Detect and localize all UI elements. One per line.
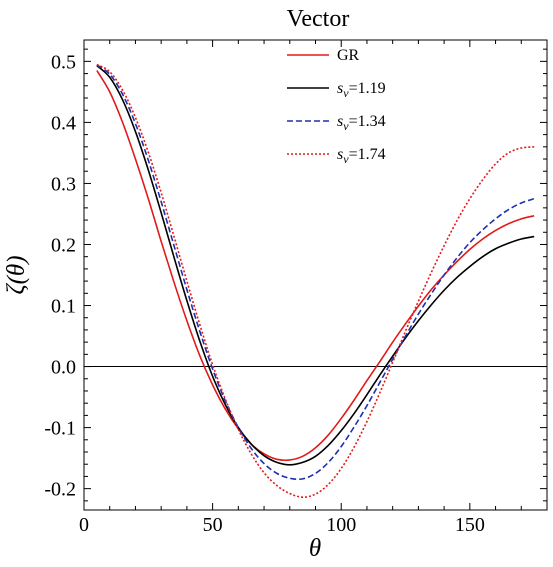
- series-line-0: [96, 70, 535, 462]
- x-tick-label: 150: [455, 514, 485, 536]
- x-tick-label: 0: [79, 514, 89, 536]
- legend: GR sν=1.19 sν=1.34 sν=1.74: [287, 47, 386, 166]
- legend-entry-2: sν=1.34: [337, 113, 386, 133]
- series-line-1: [96, 65, 535, 466]
- y-tick-label: 0.3: [51, 173, 76, 195]
- y-axis-label: ζ(θ): [3, 255, 30, 294]
- y-tick-label: 0.1: [51, 296, 76, 318]
- x-tick-label: 50: [203, 514, 223, 536]
- y-tick-label: 0.2: [51, 234, 76, 256]
- legend-entry-1: sν=1.19: [337, 80, 386, 100]
- y-tick-label: -0.1: [44, 418, 76, 440]
- y-tick-label: 0.4: [51, 112, 76, 134]
- y-tick-label: 0.5: [51, 51, 76, 73]
- x-axis-label: θ: [309, 535, 321, 562]
- chart-title: Vector: [287, 6, 350, 32]
- legend-entry-3: sν=1.74: [337, 146, 386, 166]
- series-line-2: [96, 64, 535, 481]
- y-tick-label: -0.2: [44, 479, 76, 501]
- y-tick-label: 0.0: [51, 357, 76, 379]
- axis-ticks: 0 50 100 150 -0.2 -0.1 0.0 0.1 0.2 0.3 0.4 0.5: [44, 40, 548, 536]
- x-tick-label: 100: [326, 514, 356, 536]
- legend-entry-0: GR: [337, 47, 360, 64]
- series-lines: [96, 63, 535, 498]
- series-line-3: [96, 63, 535, 498]
